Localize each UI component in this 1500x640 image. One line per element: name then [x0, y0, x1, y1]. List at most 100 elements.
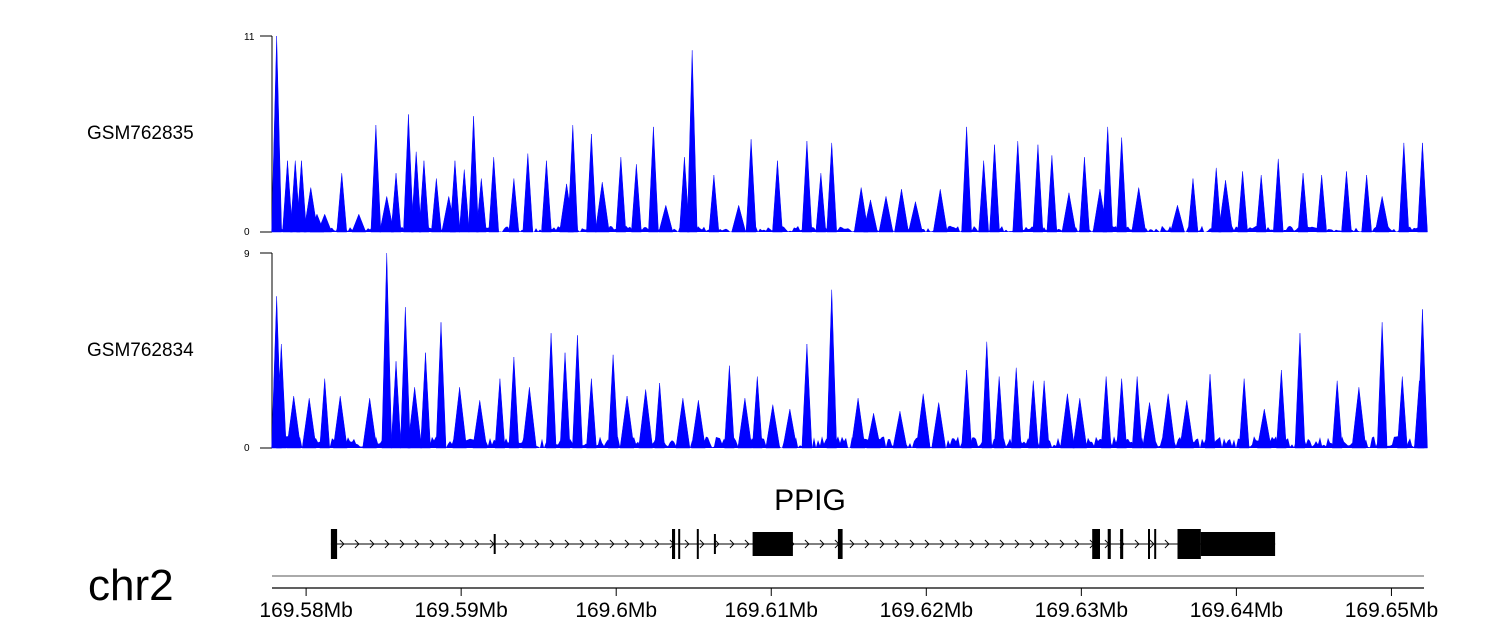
coverage-peak — [915, 393, 931, 449]
strand-arrow — [474, 539, 480, 549]
y-max-tick-label-GSM762834: 9 — [244, 249, 250, 260]
y-min-tick-label-GSM762834: 0 — [244, 443, 250, 454]
strand-arrow — [339, 539, 345, 549]
coverage-peak — [654, 382, 665, 449]
coverage-peak — [1160, 393, 1176, 449]
coverage-peak — [731, 204, 747, 233]
exon — [1107, 529, 1111, 559]
strand-arrow — [924, 539, 930, 549]
coverage-peak — [1116, 378, 1127, 449]
coverage-peak — [1331, 380, 1343, 449]
strand-arrow — [699, 539, 705, 549]
strand-arrow — [549, 539, 555, 549]
coverage-peak — [801, 141, 813, 233]
track-label-GSM762834: GSM762834 — [87, 340, 194, 361]
strand-arrow — [594, 539, 600, 549]
x-tick-label: 169.61Mb — [725, 599, 818, 622]
coverage-peak — [978, 160, 989, 233]
exon — [330, 529, 338, 559]
exon — [1092, 529, 1100, 559]
coverage-peak — [1072, 398, 1088, 449]
coverage-peak — [1237, 171, 1248, 233]
coverage-peak — [638, 389, 653, 449]
coverage-peak — [679, 157, 690, 233]
coverage-peak — [1398, 142, 1410, 233]
x-tick-label: 169.58Mb — [259, 599, 352, 622]
coverage-peak — [961, 369, 972, 449]
coverage-peak — [658, 204, 674, 233]
gene-model — [330, 529, 1276, 559]
strand-arrow — [1014, 539, 1020, 549]
coverage-peak — [1012, 141, 1024, 233]
coverage-peak — [866, 413, 881, 449]
series-GSM762834 — [271, 252, 1428, 449]
coverage-peak — [724, 365, 735, 449]
strand-arrow — [414, 539, 420, 549]
x-tick-label: 169.63Mb — [1035, 599, 1128, 622]
coverage-peak — [1061, 192, 1077, 233]
strand-arrow — [459, 539, 465, 549]
coverage-peak — [1272, 158, 1284, 233]
coverage-peak — [420, 352, 431, 449]
coverage-peak — [1102, 126, 1113, 233]
coverage-peak — [317, 213, 333, 233]
series-GSM762835 — [271, 35, 1428, 233]
coverage-peak — [1131, 187, 1147, 233]
coverage-peak — [989, 144, 1000, 233]
coverage-peak — [351, 213, 367, 233]
coverage-peak — [1116, 137, 1127, 233]
coverage-peak — [1142, 402, 1157, 449]
coverage-peak — [1316, 174, 1327, 233]
coverage-peak — [1170, 204, 1185, 233]
strand-arrow — [1029, 539, 1035, 549]
strand-arrow — [1149, 539, 1155, 549]
strand-arrow — [714, 539, 720, 549]
coverage-peak — [271, 35, 282, 233]
strand-arrow — [684, 539, 690, 549]
coverage-peak — [993, 376, 1005, 449]
coverage-peak — [407, 387, 422, 449]
coverage-peak — [522, 387, 537, 449]
coverage-peak — [472, 400, 488, 449]
coverage-peak — [559, 352, 571, 449]
x-tick-label: 169.62Mb — [880, 599, 973, 622]
strand-arrow — [534, 539, 540, 549]
coverage-peak — [567, 125, 579, 233]
coverage-peak — [1238, 378, 1250, 449]
coverage-peak — [708, 174, 720, 233]
coverage-peak — [961, 126, 972, 233]
coverage-peak — [296, 160, 307, 233]
coverage-peak — [1297, 173, 1309, 233]
coverage-peak — [431, 178, 442, 233]
coverage-peak — [782, 408, 798, 449]
coverage-peak — [1417, 309, 1428, 449]
coverage-peak — [1255, 174, 1267, 233]
x-tick-label: 169.59Mb — [414, 599, 507, 622]
strand-arrow — [744, 539, 750, 549]
coverage-peak — [301, 398, 317, 449]
coverage-peak — [932, 189, 948, 233]
coverage-peak — [508, 178, 520, 233]
strand-arrow — [519, 539, 525, 549]
exon — [1148, 529, 1150, 559]
coverage-peak — [1032, 144, 1044, 233]
coverage-peak — [1257, 408, 1272, 449]
exon — [837, 529, 843, 559]
coverage-peak — [1010, 367, 1022, 449]
coverage-peak — [400, 307, 411, 449]
coverage-peak — [449, 160, 461, 233]
coverage-peak — [1294, 333, 1306, 449]
strand-arrow — [894, 539, 900, 549]
coverage-peak — [476, 178, 487, 233]
coverage-peak — [1131, 376, 1143, 449]
exon — [1154, 529, 1157, 559]
strand-arrow — [384, 539, 390, 549]
coverage-peak — [572, 335, 583, 449]
coverage-peak — [1361, 174, 1372, 233]
coverage-peak — [282, 160, 293, 233]
coverage-peak — [390, 361, 402, 449]
coverage-peak — [607, 354, 619, 449]
coverage-peak — [894, 189, 909, 233]
coverage-peak — [586, 378, 597, 449]
